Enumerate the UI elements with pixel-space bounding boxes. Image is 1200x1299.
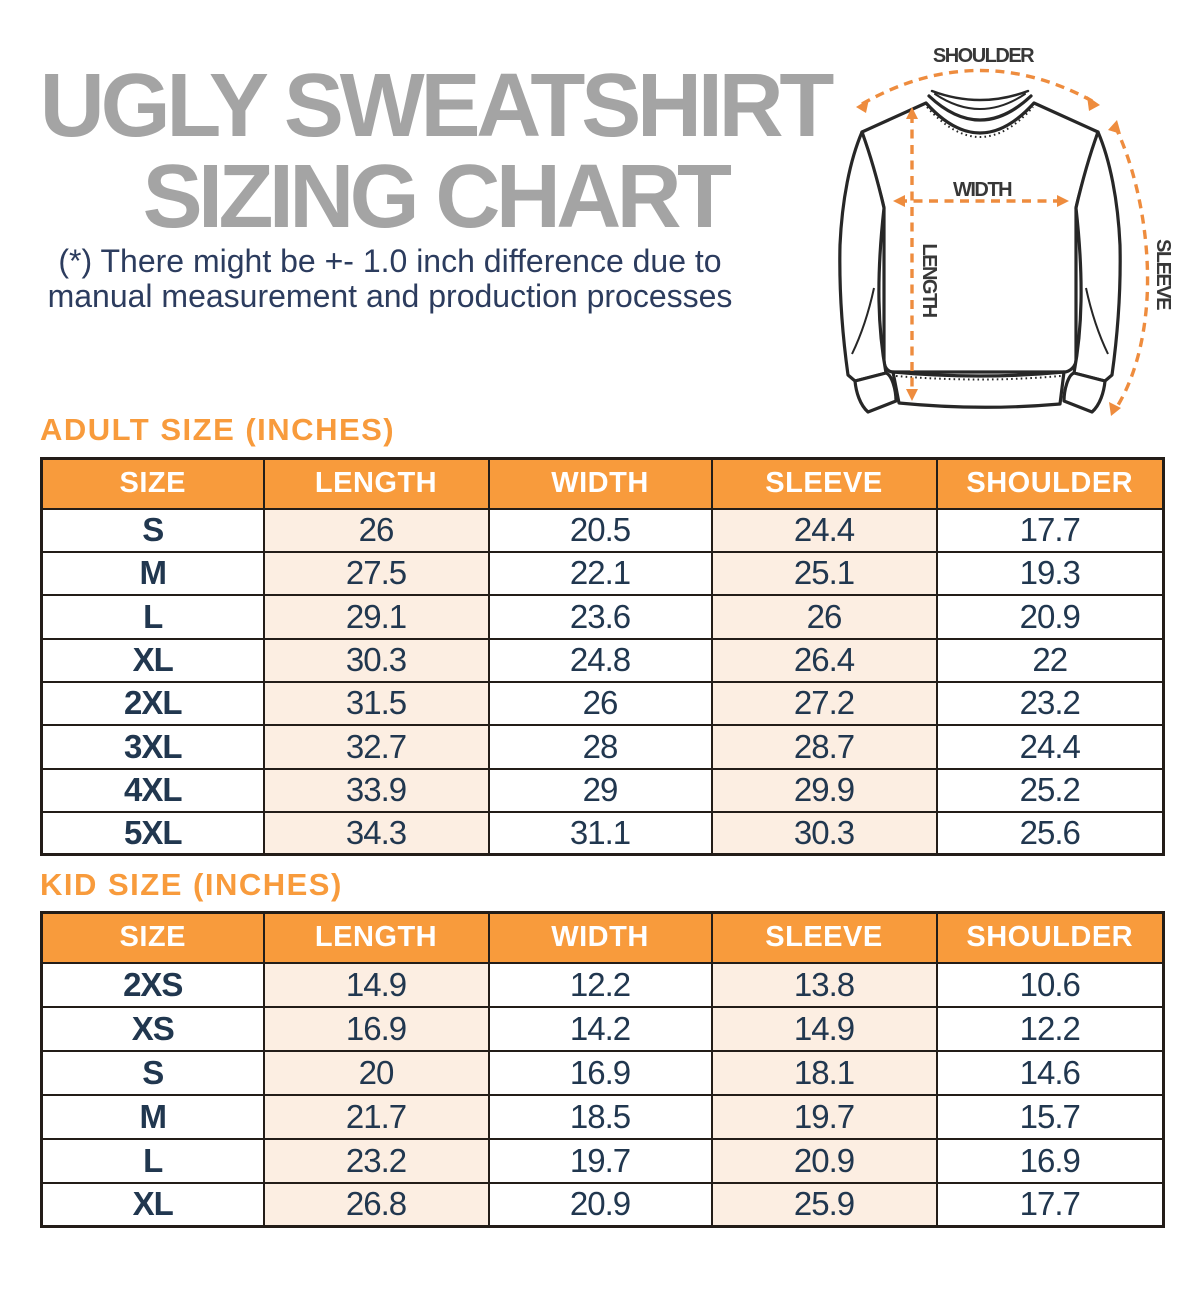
svg-text:SLEEVE: SLEEVE — [1152, 239, 1174, 310]
svg-text:WIDTH: WIDTH — [953, 179, 1012, 201]
svg-text:LENGTH: LENGTH — [918, 243, 940, 317]
svg-text:SHOULDER: SHOULDER — [933, 45, 1035, 67]
